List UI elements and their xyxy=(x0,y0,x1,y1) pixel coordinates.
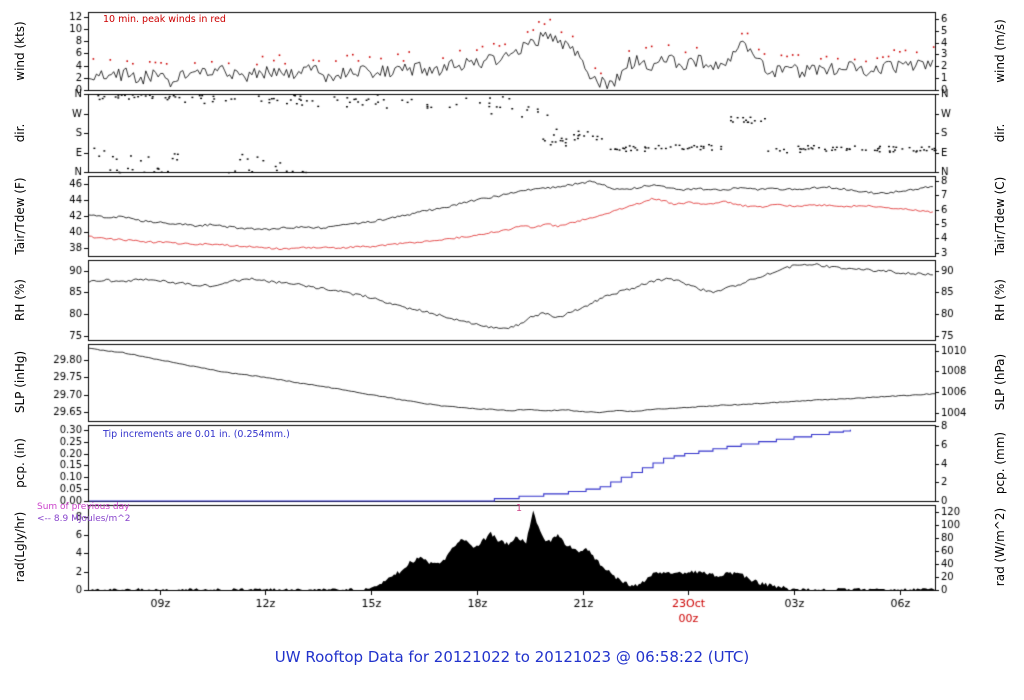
figure-title: UW Rooftop Data for 20121022 to 20121023… xyxy=(274,648,750,666)
y-axis-label-wind-left: wind (kts) xyxy=(13,21,27,81)
y-axis-label-rad-left: rad(Lgly/hr) xyxy=(13,511,27,583)
y-axis-label-pcp-right: pcp. (mm) xyxy=(993,431,1007,495)
y-axis-label-rh-right: RH (%) xyxy=(993,279,1007,321)
y-axis-label-slp-left: SLP (inHg) xyxy=(13,350,27,414)
y-axis-label-dir-right: dir. xyxy=(993,123,1007,143)
y-axis-label-dir-left: dir. xyxy=(13,123,27,143)
y-axis-label-rh-left: RH (%) xyxy=(13,279,27,321)
peak-winds-note: 10 min. peak winds in red xyxy=(103,14,226,25)
radiation-peak-marker: 1 xyxy=(516,503,523,514)
y-axis-label-wind-right: wind (m/s) xyxy=(993,19,1007,83)
y-axis-label-pcp-left: pcp. (in) xyxy=(13,438,27,488)
y-axis-label-temp-left: Tair/Tdew (F) xyxy=(13,177,27,255)
y-axis-label-temp-right: Tair/Tdew (C) xyxy=(993,176,1007,256)
radiation-sum-note: Sum of previous day xyxy=(37,502,130,512)
tip-increments-note: Tip increments are 0.01 in. (0.254mm.) xyxy=(103,429,290,440)
y-axis-label-slp-right: SLP (hPa) xyxy=(993,353,1007,411)
radiation-sum-value: <-- 8.9 MJoules/m^2 xyxy=(37,514,131,524)
y-axis-label-rad-right: rad (W/m^2) xyxy=(993,507,1007,587)
